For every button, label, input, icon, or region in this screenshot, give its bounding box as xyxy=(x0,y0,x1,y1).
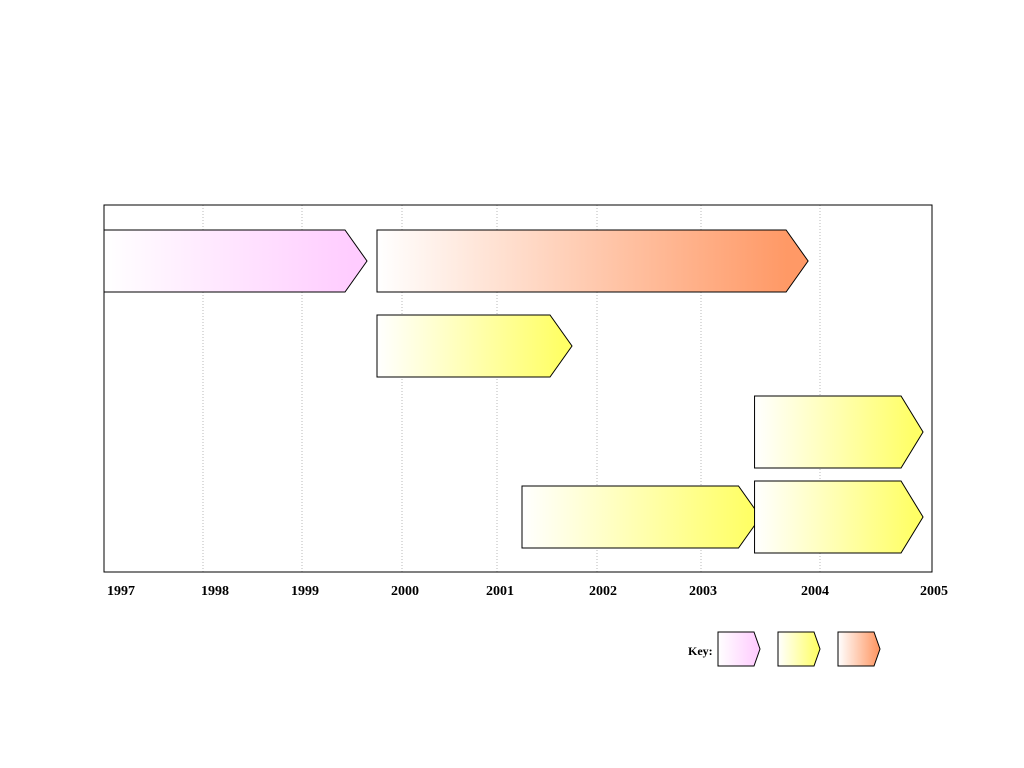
tick-label-1999: 1999 xyxy=(291,584,319,599)
timeline-bar-yellow-4 xyxy=(754,395,924,469)
timeline-bar-pink-1 xyxy=(103,229,368,293)
tick-label-2005: 2005 xyxy=(920,584,948,599)
tick-label-2003: 2003 xyxy=(689,584,717,599)
tick-label-2001: 2001 xyxy=(486,584,514,599)
key-label: Key: xyxy=(688,644,713,658)
timeline-frame xyxy=(103,204,933,573)
key-swatch-orange xyxy=(837,631,881,667)
key-swatch-pink xyxy=(717,631,761,667)
tick-label-1997: 1997 xyxy=(107,584,135,599)
tick-label-2002: 2002 xyxy=(589,584,617,599)
tick-label-2000: 2000 xyxy=(391,584,419,599)
timeline-bar-orange-2 xyxy=(376,229,809,293)
key-legend: Key: xyxy=(688,631,881,667)
tick-label-1998: 1998 xyxy=(201,584,229,599)
timeline-bars xyxy=(103,229,924,554)
timeline-bar-yellow-6 xyxy=(754,480,924,554)
key-swatch-yellow xyxy=(777,631,821,667)
axis-tick-labels: 1997 1998 1999 2000 2001 2002 2003 2004 2005 xyxy=(107,584,948,599)
tick-label-2004: 2004 xyxy=(801,584,829,599)
timeline-bar-yellow-5 xyxy=(521,485,762,549)
gridlines xyxy=(202,205,821,572)
timeline-bar-yellow-3 xyxy=(376,314,573,378)
